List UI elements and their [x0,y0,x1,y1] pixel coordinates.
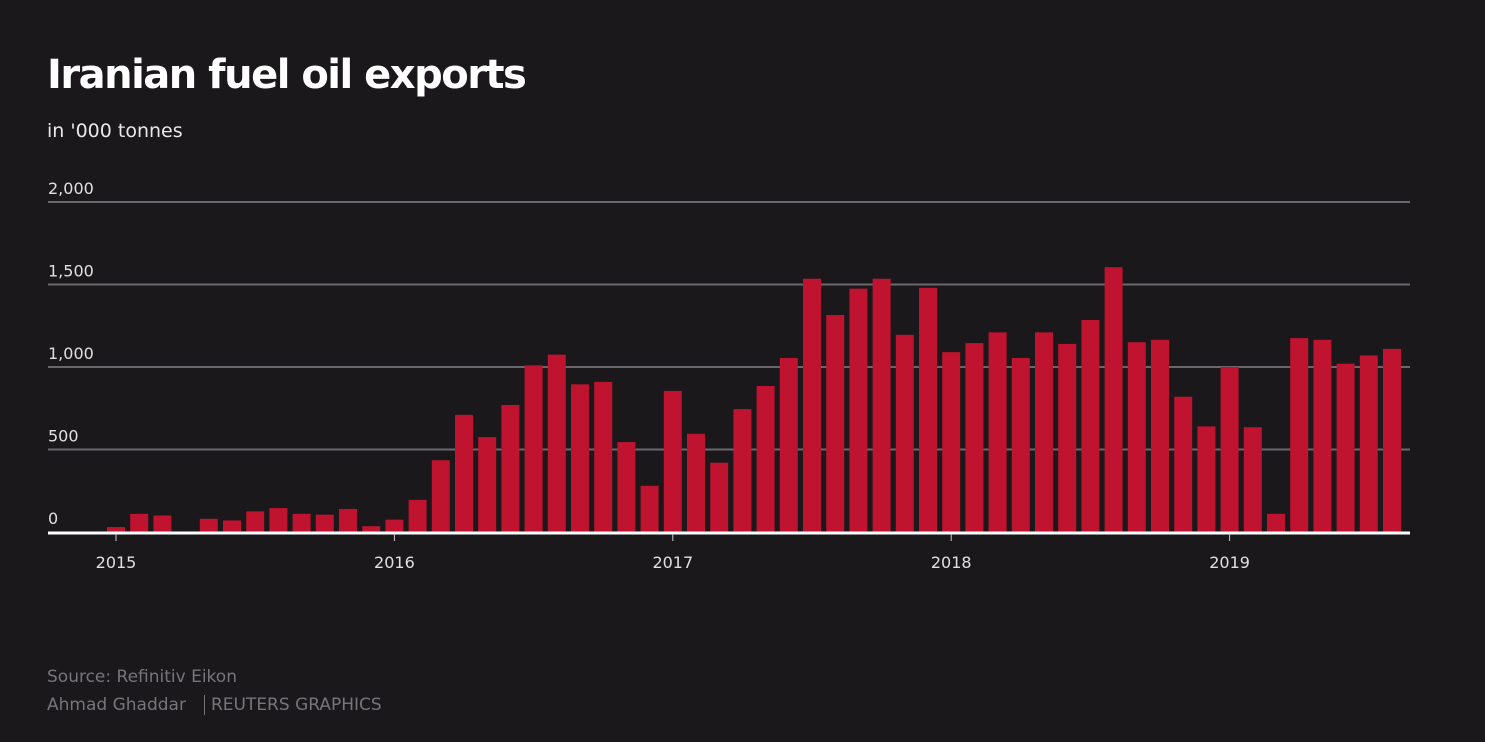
y-tick-label: 0 [48,509,58,528]
bar [1383,348,1401,532]
bar [455,414,473,532]
bar [687,433,705,532]
credit-line: Ahmad Ghaddar REUTERS GRAPHICS [47,695,382,715]
bar [524,365,543,532]
bar [478,437,497,532]
y-tick-label: 500 [48,427,79,446]
bar [710,462,729,532]
bar [571,384,589,532]
bar [153,515,172,532]
bar [385,519,404,532]
bar [315,514,334,532]
bar [756,385,775,532]
bar [988,332,1007,532]
bar [895,334,914,532]
bar [223,520,241,532]
bar [1035,332,1053,532]
bar [1174,396,1193,532]
bar [1220,367,1239,532]
x-tick-label: 2016 [374,553,415,572]
bar [1197,426,1216,532]
y-tick-label: 2,000 [48,179,94,198]
bar [1081,319,1100,532]
bar [919,287,937,532]
bar [1313,339,1332,532]
bar [803,278,821,532]
x-tick-label: 2019 [1209,553,1250,572]
bar [246,511,265,532]
bar [199,518,218,532]
bar [1104,267,1123,532]
bar [1267,513,1285,532]
x-tick-label: 2015 [96,553,137,572]
chart-title: Iranian fuel oil exports [47,52,527,98]
bar [826,315,845,532]
bar [849,288,868,532]
credit: REUTERS GRAPHICS [203,695,382,715]
bar [1151,339,1169,532]
bar [779,357,798,532]
bar [501,404,520,532]
bar [408,499,427,532]
bar [362,526,381,532]
bar [1336,363,1355,532]
bar [1058,343,1077,532]
author: Ahmad Ghaddar [47,695,186,715]
bar [663,390,682,532]
x-tick-label: 2017 [652,553,693,572]
bar [130,513,149,532]
chart-subtitle: in '000 tonnes [47,120,183,142]
bar [107,527,125,532]
bar [547,354,566,532]
bar [269,508,288,532]
bar [1359,355,1378,532]
bar [292,513,311,532]
bar [339,508,357,532]
source-note: Source: Refinitiv Eikon [47,667,237,687]
y-tick-label: 1,000 [48,344,94,363]
bar [965,343,984,532]
bar [733,409,752,532]
bar [1011,357,1030,532]
bar [431,460,450,532]
bar [872,278,891,532]
y-tick-label: 1,500 [48,262,94,281]
bar [617,442,636,532]
bar [594,381,613,532]
bar [1243,427,1262,532]
bar [640,485,659,532]
bar [1290,338,1309,532]
x-tick-label: 2018 [931,553,972,572]
bar [1127,342,1146,532]
bar [942,352,961,532]
